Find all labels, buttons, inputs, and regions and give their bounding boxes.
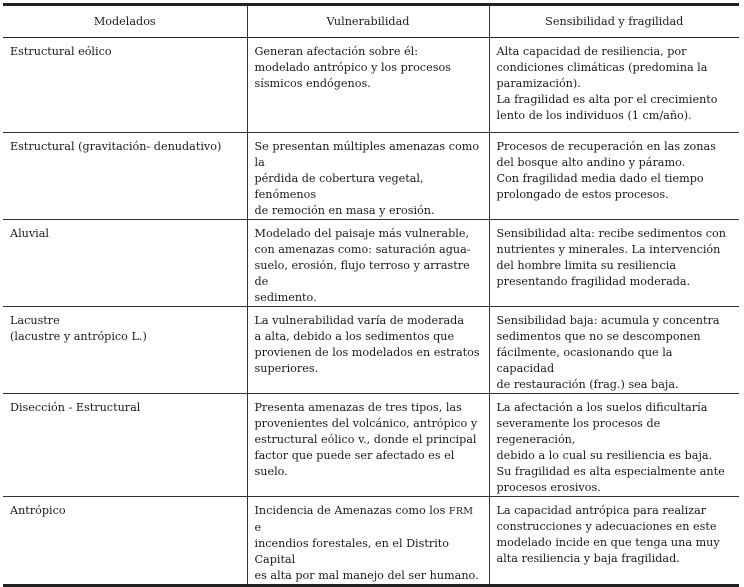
header-vulnerabilidad: Vulnerabilidad bbox=[246, 4, 489, 38]
cell-vulnerabilidad: Se presentan múltiples amenazas como la … bbox=[246, 132, 489, 220]
cell-vulnerabilidad: Generan afectación sobre él: modelado an… bbox=[246, 37, 489, 133]
cell-modelado: Aluvial bbox=[3, 219, 247, 307]
table-row: Aluvial Modelado del paisaje más vulnera… bbox=[3, 219, 739, 307]
table-row: Antrópico Incidencia de Amenazas como lo… bbox=[3, 496, 739, 586]
cell-sensibilidad: Alta capacidad de resiliencia, por condi… bbox=[488, 37, 739, 133]
cell-sensibilidad: Sensibilidad alta: recibe sedimentos con… bbox=[488, 219, 739, 307]
table-row: Estructural (gravitación- denudativo) Se… bbox=[3, 132, 739, 220]
cell-vulnerabilidad: Presenta amenazas de tres tipos, las pro… bbox=[246, 393, 489, 497]
cell-sensibilidad: La capacidad antrópica para realizar con… bbox=[488, 496, 739, 586]
cell-modelado: Estructural eólico bbox=[3, 37, 247, 133]
cell-vulnerabilidad: Modelado del paisaje más vulnerable, con… bbox=[246, 219, 489, 307]
cell-sensibilidad: Sensibilidad baja: acumula y concentra s… bbox=[488, 306, 739, 394]
cell-modelado: Estructural (gravitación- denudativo) bbox=[3, 132, 247, 220]
header-modelados: Modelados bbox=[3, 4, 247, 38]
cell-modelado: Antrópico bbox=[10, 504, 66, 517]
abbreviation: FRM bbox=[448, 506, 474, 517]
cell-sensibilidad: Procesos de recuperación en las zonas de… bbox=[488, 132, 739, 220]
cell-modelado: Lacustre (lacustre y antrópico L.) bbox=[3, 306, 247, 394]
cell-modelado: Disección - Estructural bbox=[3, 393, 247, 497]
text-segment: Incidencia de Amenazas como los bbox=[254, 504, 449, 517]
cell-sensibilidad: La afectación a los suelos dificultaría … bbox=[488, 393, 739, 497]
table-row: Disección - Estructural Presenta amenaza… bbox=[3, 393, 739, 497]
header-row: Modelados Vulnerabilidad Sensibilidad y … bbox=[3, 4, 739, 38]
text-segment: e incendios forestales, en el Distrito C… bbox=[254, 521, 479, 582]
table-row: Lacustre (lacustre y antrópico L.) La vu… bbox=[3, 306, 739, 394]
modelados-table: Modelados Vulnerabilidad Sensibilidad y … bbox=[3, 3, 739, 587]
cell-vulnerabilidad: Incidencia de Amenazas como los FRM e in… bbox=[246, 496, 489, 586]
cell-vulnerabilidad: La vulnerabilidad varía de moderada a al… bbox=[246, 306, 489, 394]
header-sensibilidad: Sensibilidad y fragilidad bbox=[488, 4, 739, 38]
table-row: Estructural eólico Generan afectación so… bbox=[3, 37, 739, 133]
